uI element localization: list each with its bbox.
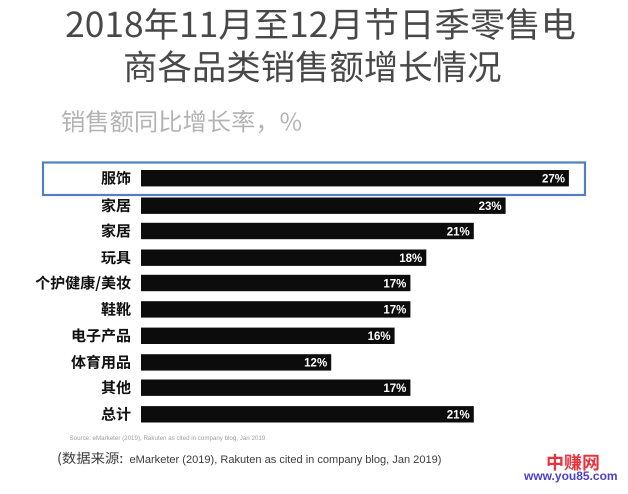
svg-text:18%: 18% — [399, 253, 422, 265]
svg-text:17%: 17% — [383, 383, 406, 395]
svg-text:21%: 21% — [447, 410, 470, 422]
svg-text:16%: 16% — [368, 331, 391, 343]
svg-text:23%: 23% — [479, 201, 502, 213]
svg-text:17%: 17% — [383, 305, 406, 317]
svg-text:www.you85.com: www.you85.com — [523, 469, 618, 483]
svg-text:eMarketer (2019), Rakuten as c: eMarketer (2019), Rakuten as cited in co… — [130, 454, 442, 466]
svg-text:12%: 12% — [304, 358, 327, 370]
svg-text:17%: 17% — [383, 278, 406, 290]
svg-text:Source: eMarketer (2019), Raku: Source: eMarketer (2019), Rakuten as cit… — [70, 435, 266, 442]
svg-text:21%: 21% — [447, 226, 470, 238]
svg-text:27%: 27% — [542, 174, 565, 186]
